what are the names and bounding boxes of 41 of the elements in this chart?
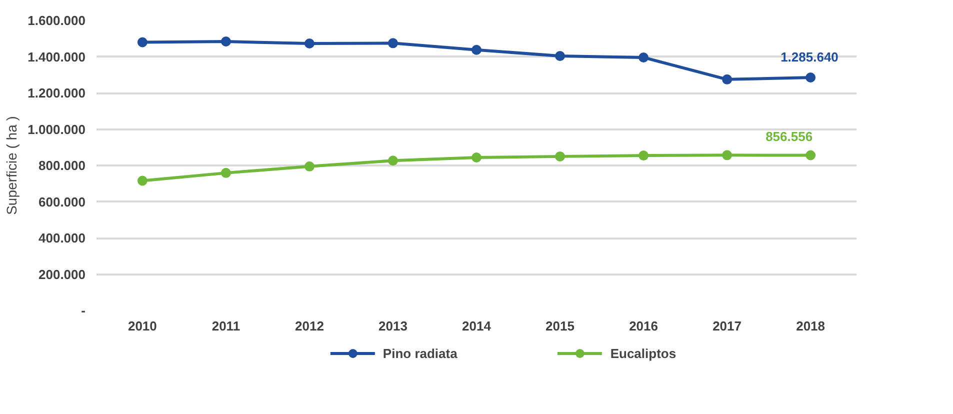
y-tick-label: 600.000 <box>38 194 86 210</box>
point <box>806 150 816 160</box>
point <box>555 51 566 62</box>
x-tick-label: 2017 <box>712 318 742 334</box>
x-tick-label: 2010 <box>128 318 157 334</box>
point <box>137 37 148 48</box>
y-tick-label: 800.000 <box>38 158 86 173</box>
y-tick-label: - <box>81 303 86 318</box>
x-tick-label: 2018 <box>796 318 826 334</box>
y-axis-title: Superficie ( ha ) <box>4 116 20 215</box>
x-tick-label: 2011 <box>212 318 240 334</box>
point <box>137 176 148 186</box>
point <box>472 152 482 163</box>
point <box>220 36 231 47</box>
y-tick-label: 1.000.000 <box>28 122 86 137</box>
x-tick-label: 2012 <box>295 318 324 334</box>
x-tick-label: 2014 <box>462 318 492 334</box>
y-tick-label: 200.000 <box>38 266 86 282</box>
point <box>472 44 482 55</box>
annotation: 856.556 <box>766 129 813 144</box>
point <box>220 168 231 178</box>
point <box>638 150 649 161</box>
y-tick-label: 1.200.000 <box>28 86 86 100</box>
point <box>722 150 732 160</box>
point <box>304 38 314 49</box>
x-tick-label: 2016 <box>629 318 658 334</box>
x-tick-label: 2015 <box>546 318 574 334</box>
point <box>388 38 398 48</box>
point <box>806 72 816 82</box>
y-tick-label: 1.600.000 <box>28 13 86 28</box>
y-tick-label: 400.000 <box>38 230 86 246</box>
legend-label: Pino radiata <box>382 346 458 360</box>
y-tick-label: 1.400.000 <box>28 49 86 64</box>
point <box>304 161 314 172</box>
point <box>555 151 566 162</box>
point <box>722 74 732 84</box>
point <box>388 156 398 166</box>
x-tick-label: 2013 <box>378 318 408 334</box>
legend-label: Eucaliptos <box>610 346 676 360</box>
point <box>638 52 649 62</box>
annotation: 1.285.640 <box>780 49 838 64</box>
